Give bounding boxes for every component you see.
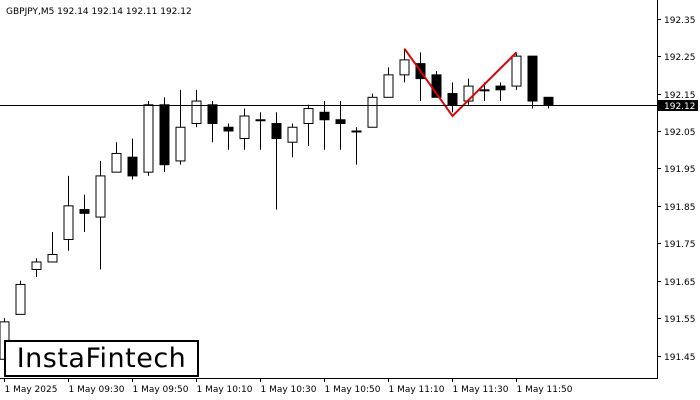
candle-body-bull [399, 59, 410, 76]
candle [511, 52, 522, 90]
candle [175, 89, 186, 165]
y-tick-label: 191.45 [664, 353, 696, 363]
candle-body-bull [111, 152, 122, 173]
current-price-box [658, 100, 698, 111]
candle-body-bull [287, 126, 298, 143]
pattern-layer [403, 48, 518, 118]
candle [111, 142, 122, 173]
candle-body-bear [207, 104, 218, 125]
candle-body-bear [495, 85, 506, 91]
x-tick-label: 1 May 10:30 [261, 385, 317, 395]
candle [367, 93, 378, 128]
candle-body-bear [127, 156, 138, 177]
y-tick-label: 191.65 [664, 278, 696, 288]
y-ticks-layer: 192.35 192.25 192.15 192.05 191.95 191.85 191.… [657, 16, 696, 363]
candle [271, 112, 282, 210]
candle [207, 101, 218, 143]
candle-body-bull [239, 115, 250, 139]
current-price-marker: 192.12 [658, 100, 698, 112]
candle [47, 232, 58, 263]
candle [127, 138, 138, 180]
candle-body-bear [335, 119, 346, 125]
candle-body-bear [159, 104, 170, 166]
candle-body-bull [47, 253, 58, 263]
candle-body-bull [511, 55, 522, 87]
axis-layer [0, 0, 658, 379]
instafintech-logo: InstaFintech [4, 340, 199, 377]
y-tick-label: 192.15 [664, 91, 696, 101]
x-tick-label: 1 May 10:10 [197, 385, 253, 395]
candle-body-bull [95, 175, 106, 218]
candle-body-bear [447, 93, 458, 106]
y-tick-label: 192.05 [664, 128, 696, 138]
x-tick-label: 1 May 11:10 [389, 385, 445, 395]
candle-body-bear [543, 96, 554, 106]
y-tick-label: 191.75 [664, 240, 696, 250]
candle [319, 101, 330, 150]
x-tick-label: 1 May 10:50 [325, 385, 381, 395]
candle [527, 55, 538, 109]
candle [399, 48, 410, 83]
logo-text: InstaFintech [16, 343, 187, 374]
candle [223, 123, 234, 150]
candle [351, 127, 362, 165]
candle [335, 101, 346, 150]
y-tick-label: 192.25 [664, 53, 696, 63]
double-top-pattern-line [403, 48, 518, 118]
y-tick-label: 192.35 [664, 16, 696, 26]
x-tick-label: 1 May 11:50 [517, 385, 573, 395]
candle-body-bear [79, 209, 90, 214]
candle-body-bull [367, 96, 378, 128]
candle-body-bear [223, 126, 234, 132]
candle [15, 280, 26, 315]
candle [287, 123, 298, 158]
candle [239, 108, 250, 150]
candle [447, 82, 458, 113]
candle [383, 67, 394, 98]
candle-body-bull [31, 261, 42, 270]
candle [303, 104, 314, 146]
y-tick-label: 191.95 [664, 165, 696, 175]
candle [191, 89, 202, 128]
candle-body-bear [527, 55, 538, 102]
candle [495, 82, 506, 102]
candle-body-bull [351, 130, 362, 133]
x-tick-label: 1 May 09:50 [133, 385, 189, 395]
candle-body-bull [255, 119, 266, 122]
current-price-label: 192.12 [664, 102, 696, 112]
x-ticks-layer: 1 May 2025 1 May 09:30 1 May 09:50 1 May 10… [4, 378, 573, 395]
candle [143, 101, 154, 176]
y-tick-label: 191.55 [664, 315, 696, 325]
candle-body-bull [175, 126, 186, 162]
candle [31, 258, 42, 277]
candle [159, 97, 170, 173]
y-tick-label: 191.85 [664, 203, 696, 213]
candle-body-bull [63, 205, 74, 241]
candle-body-bull [479, 89, 490, 92]
candle-body-bull [191, 100, 202, 125]
candle [95, 160, 106, 270]
x-tick-label: 1 May 09:30 [69, 385, 125, 395]
candle-body-bull [143, 104, 154, 173]
candle [79, 194, 90, 233]
candle-body-bull [303, 108, 314, 125]
candle [255, 112, 266, 150]
candle [63, 175, 74, 251]
candle-body-bear [319, 111, 330, 121]
symbol-info: GBPJPY,M5 192.14 192.14 192.11 192.12 [6, 7, 192, 17]
x-tick-label: 1 May 2025 [5, 385, 58, 395]
candle-body-bull [15, 283, 26, 315]
candle-body-bear [271, 123, 282, 139]
candle-body-bull [383, 74, 394, 98]
x-tick-label: 1 May 11:30 [453, 385, 509, 395]
candle [543, 96, 554, 109]
candles-layer [0, 48, 554, 375]
